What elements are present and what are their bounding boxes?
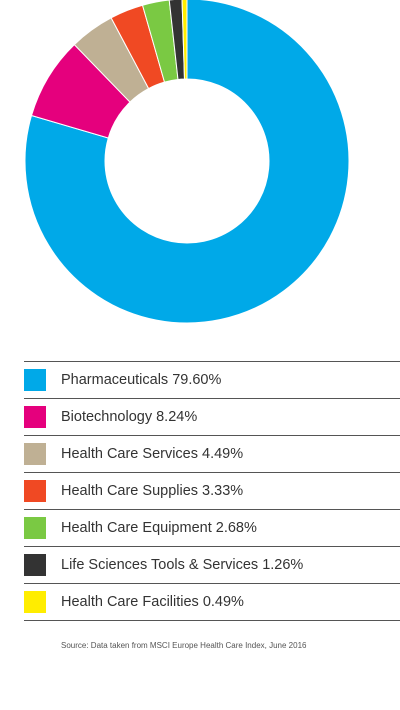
donut-chart	[24, 0, 350, 324]
legend-item-health-care-supplies: Health Care Supplies 3.33%	[24, 473, 400, 510]
legend-swatch	[24, 406, 46, 428]
legend-item-life-sciences-tools-services: Life Sciences Tools & Services 1.26%	[24, 547, 400, 584]
legend-label: Pharmaceuticals 79.60%	[61, 372, 222, 388]
chart-legend: Pharmaceuticals 79.60% Biotechnology 8.24…	[24, 361, 400, 621]
legend-item-pharmaceuticals: Pharmaceuticals 79.60%	[24, 362, 400, 399]
legend-label: Health Care Supplies 3.33%	[61, 483, 244, 499]
legend-label: Biotechnology 8.24%	[61, 409, 198, 425]
legend-label: Health Care Equipment 2.68%	[61, 520, 257, 536]
legend-swatch	[24, 443, 46, 465]
legend-swatch	[24, 480, 46, 502]
legend-item-health-care-services: Health Care Services 4.49%	[24, 436, 400, 473]
legend-swatch	[24, 591, 46, 613]
legend-swatch	[24, 517, 46, 539]
legend-item-biotechnology: Biotechnology 8.24%	[24, 399, 400, 436]
source-note: Source: Data taken from MSCI Europe Heal…	[61, 641, 307, 650]
legend-label: Health Care Facilities 0.49%	[61, 594, 244, 610]
legend-item-health-care-facilities: Health Care Facilities 0.49%	[24, 584, 400, 621]
legend-label: Health Care Services 4.49%	[61, 446, 244, 462]
legend-swatch	[24, 554, 46, 576]
legend-item-health-care-equipment: Health Care Equipment 2.68%	[24, 510, 400, 547]
legend-swatch	[24, 369, 46, 391]
donut-slice-pharmaceuticals	[24, 0, 350, 324]
legend-label: Life Sciences Tools & Services 1.26%	[61, 557, 304, 573]
donut-slice-health-care-facilities	[181, 0, 188, 80]
